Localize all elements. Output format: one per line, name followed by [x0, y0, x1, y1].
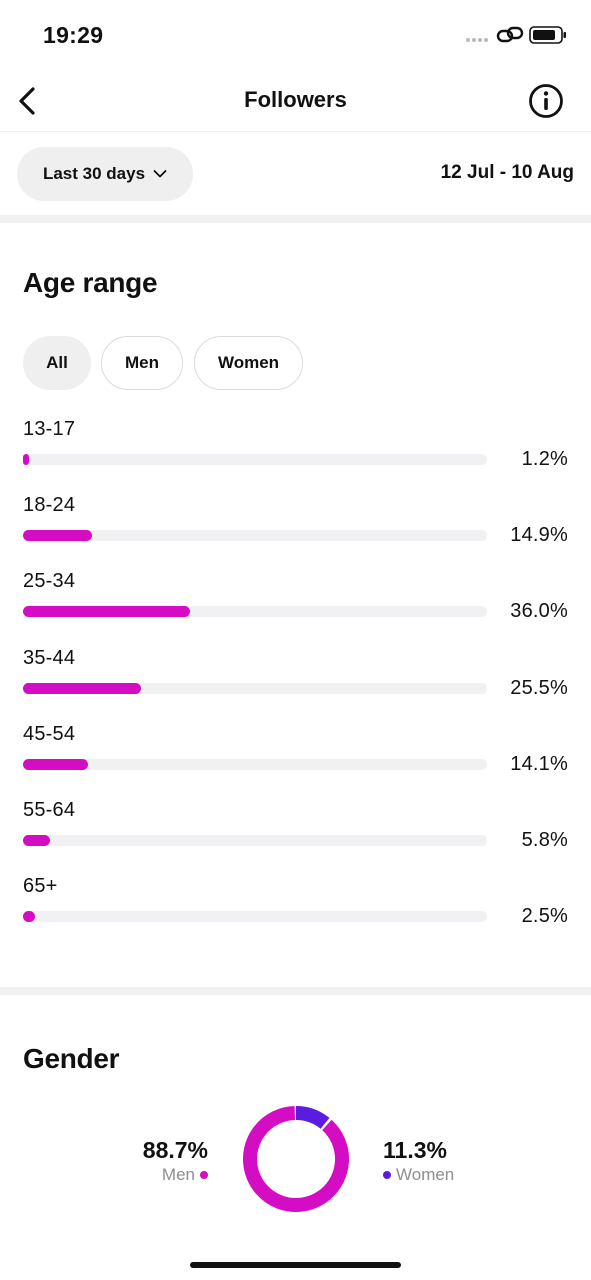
link-icon — [496, 26, 524, 43]
age-row: 55-64 5.8% — [0, 799, 591, 861]
age-label: 45-54 — [23, 723, 76, 745]
battery-icon — [529, 26, 566, 44]
age-label: 18-24 — [23, 494, 76, 516]
age-value: 14.1% — [510, 753, 568, 775]
home-indicator — [190, 1262, 401, 1268]
chip-men[interactable]: Men — [101, 336, 183, 390]
women-legend: Women — [383, 1165, 454, 1185]
chevron-down-icon — [153, 170, 167, 178]
section-divider — [0, 987, 591, 995]
bar-fill — [23, 759, 89, 770]
gender-title: Gender — [23, 1043, 120, 1074]
bar-fill — [23, 530, 93, 541]
status-bar: 19:29 — [0, 0, 591, 70]
age-value: 36.0% — [510, 600, 568, 622]
age-label: 55-64 — [23, 799, 76, 821]
age-value: 25.5% — [510, 677, 568, 699]
bar-fill — [23, 454, 29, 465]
section-divider — [0, 215, 591, 223]
bar-fill — [23, 683, 142, 694]
chip-women[interactable]: Women — [194, 336, 303, 390]
bar-track — [23, 530, 487, 541]
gender-donut-chart — [243, 1106, 349, 1212]
women-percentage: 11.3% — [383, 1137, 447, 1163]
men-label: Men — [161, 1165, 195, 1184]
men-percentage: 88.7% — [142, 1137, 208, 1163]
page-title: Followers — [244, 87, 347, 112]
info-icon[interactable] — [528, 83, 564, 119]
age-row: 65+ 2.5% — [0, 875, 591, 937]
bar-fill — [23, 835, 50, 846]
age-row: 35-44 25.5% — [0, 647, 591, 709]
bar-track — [23, 606, 487, 617]
signal-icon — [466, 38, 488, 42]
bar-track — [23, 683, 487, 694]
age-row: 13-17 1.2% — [0, 418, 591, 480]
bar-track — [23, 911, 487, 922]
age-row: 45-54 14.1% — [0, 723, 591, 785]
period-label: Last 30 days — [42, 164, 146, 183]
bar-fill — [23, 606, 190, 617]
age-value: 1.2% — [521, 448, 568, 470]
chevron-left-icon[interactable] — [14, 84, 42, 118]
bar-track — [23, 759, 487, 770]
age-value: 14.9% — [510, 524, 568, 546]
age-label: 25-34 — [23, 570, 76, 592]
date-range: 12 Jul - 10 Aug — [440, 162, 574, 183]
donut-segment-women — [295, 1106, 330, 1129]
women-label: Women — [396, 1165, 455, 1184]
donut-segment-men — [243, 1106, 349, 1212]
age-label: 65+ — [23, 875, 58, 897]
status-time: 19:29 — [43, 22, 104, 48]
age-label: 13-17 — [23, 418, 76, 440]
bar-track — [23, 454, 487, 465]
nav-header: Followers — [0, 70, 591, 132]
age-label: 35-44 — [23, 647, 76, 669]
age-row: 18-24 14.9% — [0, 494, 591, 556]
women-dot-icon — [383, 1171, 391, 1179]
chip-all[interactable]: All — [23, 336, 91, 390]
men-dot-icon — [200, 1171, 208, 1179]
men-legend: Men — [162, 1165, 208, 1185]
age-value: 2.5% — [521, 905, 568, 927]
period-dropdown[interactable]: Last 30 days — [17, 147, 193, 201]
bar-track — [23, 835, 487, 846]
bar-fill — [23, 911, 35, 922]
age-row: 25-34 36.0% — [0, 570, 591, 632]
age-value: 5.8% — [521, 829, 568, 851]
age-range-title: Age range — [23, 267, 158, 298]
